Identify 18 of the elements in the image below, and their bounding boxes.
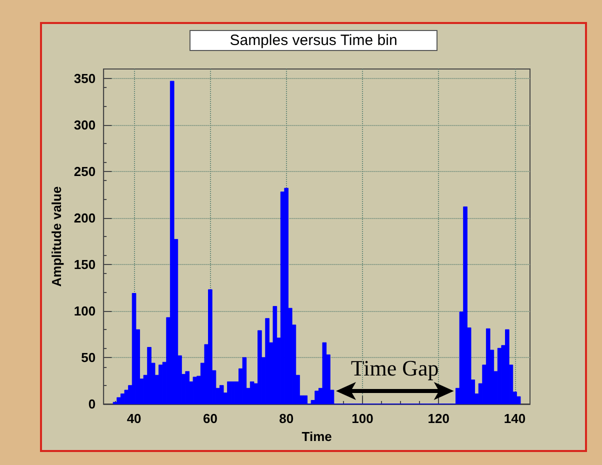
y-tick-label: 50: [81, 350, 96, 365]
x-tick-label: 60: [202, 411, 218, 426]
y-tick-label: 100: [74, 303, 96, 318]
x-tick-label: 140: [504, 411, 526, 426]
x-tick-label: 100: [352, 411, 374, 426]
y-tick-label: 150: [74, 256, 96, 272]
y-tick-label: 200: [74, 210, 96, 226]
y-tick-label: 300: [74, 117, 96, 132]
x-axis-title: Time: [302, 428, 332, 444]
x-tick-label: 120: [428, 411, 450, 426]
y-axis-title: Amplitude value: [49, 186, 64, 287]
x-tick-label: 80: [279, 411, 294, 426]
y-tick-label: 0: [88, 396, 96, 412]
annotation: Time Gap: [350, 356, 439, 380]
y-tick-label: 350: [74, 70, 96, 86]
x-tick-label: 40: [126, 411, 142, 426]
y-tick-label: 250: [74, 164, 96, 179]
chart-title: Samples versus Time bin: [230, 32, 398, 49]
